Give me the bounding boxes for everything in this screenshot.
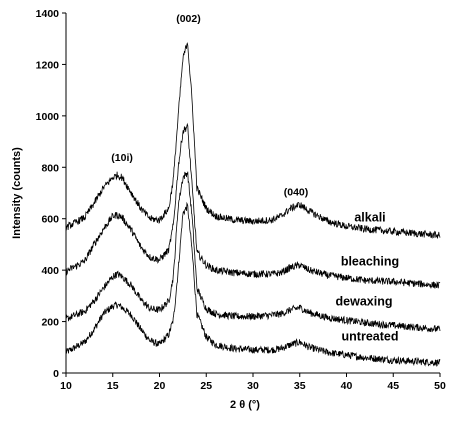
y-tick-label: 200	[41, 317, 59, 329]
y-tick-label: 0	[53, 368, 59, 380]
series-line-untreated	[65, 201, 441, 367]
x-tick-label: 15	[107, 380, 119, 392]
series-label-alkali: alkali	[354, 210, 385, 224]
y-axis-title: Intensity (counts)	[11, 147, 23, 239]
x-tick-label: 40	[341, 380, 353, 392]
x-tick-label: 35	[294, 380, 306, 392]
y-tick-label: 800	[41, 162, 59, 174]
y-tick-label: 400	[41, 265, 59, 277]
x-axis-title: 2 θ (°)	[230, 399, 260, 411]
y-tick-label: 600	[41, 214, 59, 226]
series-line-dewaxing	[65, 171, 441, 333]
peak-annotation: (002)	[176, 13, 201, 25]
x-tick-label: 10	[60, 380, 72, 392]
x-tick-label: 30	[247, 380, 259, 392]
y-tick-label: 1400	[36, 8, 60, 20]
y-tick-label: 1200	[36, 59, 60, 71]
x-tick-label: 50	[434, 380, 446, 392]
peak-annotation: (040)	[284, 187, 309, 199]
y-tick-label: 1000	[36, 111, 60, 123]
x-tick-label: 20	[154, 380, 166, 392]
series-line-alkali	[65, 42, 441, 239]
x-tick-label: 45	[387, 380, 399, 392]
peak-annotation: (10i)	[111, 152, 133, 164]
series-label-untreated: untreated	[342, 330, 399, 344]
series-label-bleaching: bleaching	[341, 255, 399, 269]
x-tick-label: 25	[200, 380, 212, 392]
series-line-bleaching	[65, 122, 441, 289]
series-label-dewaxing: dewaxing	[336, 294, 393, 308]
